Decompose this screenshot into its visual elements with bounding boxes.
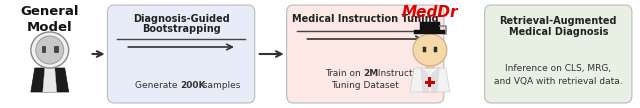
Text: samples: samples [200, 80, 241, 90]
FancyBboxPatch shape [108, 5, 255, 103]
Text: Medical Diagnosis: Medical Diagnosis [509, 27, 608, 37]
Polygon shape [421, 68, 428, 92]
Text: Instruction: Instruction [375, 68, 427, 78]
Text: MedDr: MedDr [402, 5, 458, 20]
Polygon shape [31, 68, 68, 92]
Bar [426, 63, 434, 68]
Bar [54, 46, 58, 52]
Ellipse shape [413, 34, 447, 66]
Bar [428, 77, 431, 87]
Text: Tuning Dataset: Tuning Dataset [332, 80, 399, 90]
Bar [46, 63, 54, 68]
Text: 2M: 2M [364, 68, 378, 78]
Circle shape [36, 36, 64, 64]
FancyBboxPatch shape [484, 5, 632, 103]
Text: Generate: Generate [135, 80, 180, 90]
Bar [414, 30, 446, 34]
Text: 200K: 200K [180, 80, 205, 90]
Text: Medical Instruction Tuning: Medical Instruction Tuning [292, 14, 438, 24]
Polygon shape [432, 68, 439, 92]
Bar [434, 47, 437, 52]
Bar [42, 46, 45, 52]
Bar [420, 22, 440, 30]
Polygon shape [43, 68, 57, 92]
Text: Diagnosis-Guided: Diagnosis-Guided [132, 14, 230, 24]
Text: General
Model: General Model [20, 5, 79, 34]
Bar [425, 80, 435, 83]
Polygon shape [410, 68, 450, 92]
Text: Inference on CLS, MRG,
and VQA with retrieval data.: Inference on CLS, MRG, and VQA with retr… [494, 64, 623, 86]
Bar [423, 47, 426, 52]
FancyBboxPatch shape [287, 5, 444, 103]
Ellipse shape [31, 32, 68, 68]
Text: Train on: Train on [324, 68, 364, 78]
Text: Retrieval-Augmented: Retrieval-Augmented [500, 16, 617, 26]
Text: Bootstrapping: Bootstrapping [141, 24, 221, 34]
